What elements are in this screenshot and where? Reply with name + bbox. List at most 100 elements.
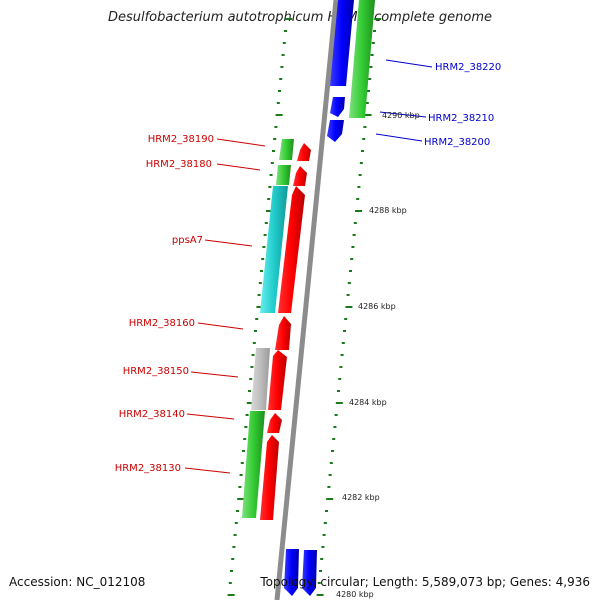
scale-tick [370,54,374,56]
gene-label-HRM2_38160[interactable]: HRM2_38160 [129,318,195,329]
scale-tick [260,270,263,272]
gene-bottom-blue-1[interactable] [284,549,299,596]
scale-tick [371,42,375,44]
scale-tick [363,126,367,128]
scale-tick [285,18,293,20]
scale-tick [239,474,243,476]
scale-tick [228,582,232,584]
scale-label-4290: 4290 kbp [382,111,420,120]
scale-tick [270,162,274,164]
gene-label-ppsA7[interactable]: ppsA7 [172,235,203,246]
scale-tick [332,438,336,440]
scale-tick [353,222,357,224]
reverse-strand-genes [284,0,375,596]
gene-HRM2_38200[interactable] [327,120,344,142]
scale-tick [325,510,328,512]
gene-bottom-blue-2[interactable] [302,550,317,596]
scale-tick [368,78,372,80]
scale-tick [245,414,249,416]
gene-HRM2_38160[interactable] [275,316,291,350]
scale-tick [317,582,321,584]
scale-tick [359,162,363,164]
scale-tick [339,366,343,368]
scale-tick [352,234,356,236]
gene-labels: HRM2_38190 HRM2_38180 ppsA7 HRM2_38160 H… [115,62,502,474]
scale-tick [269,174,273,176]
scale-tick [319,570,322,572]
gene-label-HRM2_38210[interactable]: HRM2_38210 [428,113,494,124]
scale-tick [331,450,334,452]
scale-tick [347,282,351,284]
scale-label-4288: 4288 kbp [369,206,407,215]
scale-tick [350,258,354,260]
scale-tick [328,474,332,476]
scale-tick [258,282,262,284]
scale-tick [272,150,275,152]
gene-label-HRM2_38150[interactable]: HRM2_38150 [123,366,189,377]
genome-stats-text: Topology: circular; Length: 5,589,073 bp… [260,575,590,589]
gene-label-HRM2_38220[interactable]: HRM2_38220 [435,62,501,73]
scale-tick [335,402,343,404]
scale-tick [231,558,235,560]
scale-tick [263,234,267,236]
scale-tick [337,390,340,392]
gene-ppsA7-red[interactable] [278,186,305,313]
gene-HRM2_38190-red[interactable] [297,143,311,161]
scale-tick [323,522,327,524]
gene-HRM2_38150[interactable] [251,348,270,410]
gene-label-HRM2_38130[interactable]: HRM2_38130 [115,463,181,474]
scale-tick [344,318,348,320]
scale-tick [278,90,281,92]
scale-tick [240,462,244,464]
scale-tick [329,462,333,464]
scale-tick [266,210,273,212]
scale-tick [246,402,254,404]
scale-tick [252,342,256,344]
scale-ticks [227,18,382,596]
gene-HRM2_38140[interactable] [267,413,282,433]
scale-tick [316,594,324,596]
gene-label-HRM2_38200[interactable]: HRM2_38200 [424,137,490,148]
gene-HRM2_38130-red[interactable] [260,435,279,520]
scale-tick [262,246,266,248]
gene-HRM2_38210[interactable] [330,97,345,117]
scale-tick [282,42,286,44]
gene-HRM2_38180[interactable] [276,165,291,185]
scale-tick [351,246,355,248]
scale-tick [233,534,237,536]
gene-HRM2_38150-red[interactable] [268,350,287,410]
scale-tick [274,126,278,128]
gene-HRM2_38220-blue[interactable] [330,0,354,86]
scale-tick [237,498,245,500]
accession-text: Accession: NC_012108 [9,575,146,589]
scale-tick [267,198,271,200]
gene-label-HRM2_38140[interactable]: HRM2_38140 [119,409,185,420]
scale-tick [281,54,285,56]
scale-label-4282: 4282 kbp [342,493,380,502]
scale-tick [276,102,280,104]
gene-ppsA7[interactable] [260,186,288,313]
gene-HRM2_38130[interactable] [242,411,265,518]
scale-tick [349,270,352,272]
scale-tick [320,558,324,560]
forward-strand-genes [242,139,311,520]
scale-tick [355,210,362,212]
gene-HRM2_38220-green[interactable] [349,0,375,118]
scale-label-4280: 4280 kbp [336,590,374,599]
scale-label-4284: 4284 kbp [349,398,387,407]
gene-label-HRM2_38190[interactable]: HRM2_38190 [148,134,214,145]
scale-tick [343,330,346,332]
scale-tick [273,138,277,140]
scale-tick [362,138,366,140]
scale-label-4286: 4286 kbp [358,302,396,311]
gene-HRM2_38180-red[interactable] [293,166,307,186]
scale-tick [248,390,251,392]
gene-HRM2_38190[interactable] [279,139,294,160]
genome-backbone [274,0,339,600]
scale-tick [244,426,248,428]
scale-tick [358,174,362,176]
scale-tick [232,546,236,548]
gene-label-HRM2_38180[interactable]: HRM2_38180 [146,159,212,170]
scale-tick [249,378,253,380]
